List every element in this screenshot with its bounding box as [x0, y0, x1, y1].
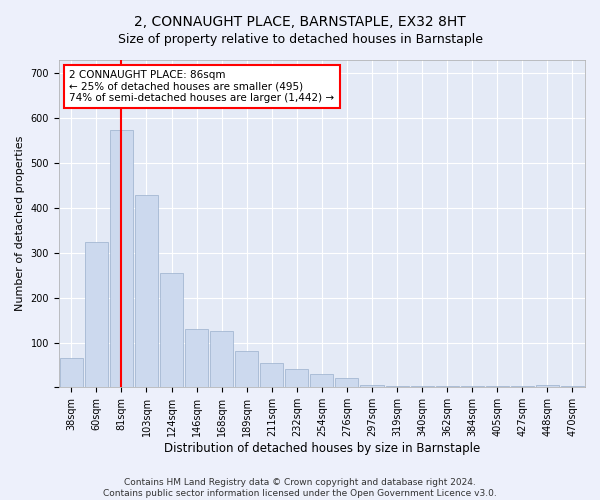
Bar — [185, 329, 208, 388]
Bar — [135, 194, 158, 388]
Bar — [386, 386, 409, 388]
Text: Contains HM Land Registry data © Crown copyright and database right 2024.
Contai: Contains HM Land Registry data © Crown c… — [103, 478, 497, 498]
Bar — [361, 385, 383, 388]
Bar — [436, 386, 459, 388]
Y-axis label: Number of detached properties: Number of detached properties — [15, 136, 25, 312]
Bar — [511, 386, 534, 388]
Bar — [235, 352, 258, 388]
Bar — [461, 386, 484, 388]
Bar — [85, 242, 108, 388]
Bar — [110, 130, 133, 388]
Bar — [561, 386, 584, 388]
Bar — [536, 385, 559, 388]
Bar — [160, 273, 183, 388]
X-axis label: Distribution of detached houses by size in Barnstaple: Distribution of detached houses by size … — [164, 442, 480, 455]
Bar — [486, 386, 509, 388]
Bar — [60, 358, 83, 388]
Bar — [335, 378, 358, 388]
Bar — [210, 332, 233, 388]
Bar — [410, 386, 434, 388]
Bar — [310, 374, 334, 388]
Text: Size of property relative to detached houses in Barnstaple: Size of property relative to detached ho… — [118, 32, 482, 46]
Text: 2, CONNAUGHT PLACE, BARNSTAPLE, EX32 8HT: 2, CONNAUGHT PLACE, BARNSTAPLE, EX32 8HT — [134, 15, 466, 29]
Bar — [286, 370, 308, 388]
Text: 2 CONNAUGHT PLACE: 86sqm
← 25% of detached houses are smaller (495)
74% of semi-: 2 CONNAUGHT PLACE: 86sqm ← 25% of detach… — [70, 70, 334, 103]
Bar — [260, 362, 283, 388]
